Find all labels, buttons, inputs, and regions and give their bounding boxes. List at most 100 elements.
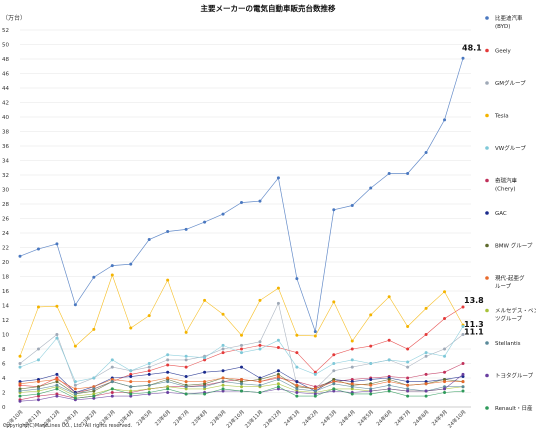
data-point <box>295 365 299 369</box>
data-point <box>166 363 170 367</box>
data-point <box>258 347 262 351</box>
legend-marker <box>485 146 489 150</box>
legend-marker <box>485 276 489 280</box>
data-point <box>350 377 354 381</box>
data-point <box>369 389 373 393</box>
grid-lines <box>20 29 471 408</box>
data-point <box>406 380 410 384</box>
legend-item-12: トヨタグループ <box>485 372 534 380</box>
data-point <box>461 385 465 389</box>
legend-label-line: GAC <box>495 211 507 217</box>
data-point <box>147 380 151 384</box>
data-point <box>203 356 207 360</box>
legend-label: GAC <box>495 211 507 217</box>
data-point <box>387 383 391 387</box>
data-point <box>313 389 317 393</box>
data-point <box>350 347 354 351</box>
legend-label-line: Geely <box>495 49 512 55</box>
x-tick-label: 23年9月 <box>209 408 228 427</box>
data-point <box>424 380 428 384</box>
data-point <box>110 380 114 384</box>
data-point <box>147 369 151 373</box>
data-point <box>406 376 410 380</box>
data-point <box>221 376 225 380</box>
data-point <box>443 317 447 321</box>
data-point <box>73 380 77 384</box>
value-callouts: 48.1 13.8 11.311.1 <box>462 43 484 336</box>
data-point <box>276 346 280 350</box>
y-tick-label: 32 <box>2 173 9 179</box>
legend-label-line: トヨタグループ <box>495 372 534 380</box>
data-point <box>406 360 410 364</box>
data-point <box>184 354 188 358</box>
data-point <box>350 387 354 391</box>
data-point <box>350 365 354 369</box>
data-point <box>221 212 225 216</box>
data-point <box>203 370 207 374</box>
data-point <box>129 326 133 330</box>
data-point <box>406 389 410 393</box>
data-point <box>166 358 170 362</box>
y-tick-label: 8 <box>2 347 6 353</box>
y-tick-label: 2 <box>2 391 6 397</box>
data-point <box>406 325 410 329</box>
data-point <box>36 380 40 384</box>
data-point <box>92 392 96 396</box>
data-point <box>166 353 170 357</box>
data-point <box>369 387 373 391</box>
data-point <box>332 353 336 357</box>
legend-item-8: BMW グループ <box>485 242 533 250</box>
data-point <box>92 327 96 331</box>
y-tick-label: 46 <box>2 72 9 78</box>
data-point <box>313 334 317 338</box>
data-point <box>443 377 447 381</box>
data-point <box>147 391 151 394</box>
data-point <box>332 380 336 384</box>
data-point <box>332 300 336 304</box>
legend-label-line: メルセデス・ベン <box>495 307 536 315</box>
data-point <box>295 380 299 384</box>
legend-label-line: (BYD) <box>495 24 510 30</box>
data-point <box>424 394 428 398</box>
data-point <box>424 333 428 336</box>
legend-label: VWグループ <box>495 144 526 152</box>
y-axis-ticks: 0246810121416182022242628303234363840424… <box>2 28 9 411</box>
legend-item-7: GAC <box>485 211 507 217</box>
legend-label: 比亜迪汽車 (BYD) <box>495 14 523 30</box>
legend-marker <box>485 341 489 345</box>
series-lines <box>18 56 465 403</box>
data-point <box>369 313 373 317</box>
data-point <box>276 338 280 342</box>
data-point <box>36 305 40 309</box>
data-point <box>166 230 170 234</box>
x-tick-label: 24年1月 <box>283 408 302 427</box>
data-point <box>18 362 22 365</box>
legend-item-3: GMグループ <box>485 79 526 87</box>
data-point <box>166 376 170 380</box>
data-point <box>424 151 428 155</box>
data-point <box>110 391 114 394</box>
legend-item-5: VWグループ <box>485 144 526 152</box>
data-point <box>36 392 40 396</box>
data-point <box>18 254 22 258</box>
data-point <box>221 369 225 373</box>
legend-label-line: BMW グループ <box>495 242 533 250</box>
data-point <box>92 389 96 393</box>
data-point <box>184 358 188 362</box>
data-point <box>92 394 96 398</box>
data-point <box>387 295 391 299</box>
data-point <box>203 387 207 391</box>
data-point <box>461 389 465 393</box>
data-point <box>221 389 225 393</box>
y-tick-label: 42 <box>2 101 9 107</box>
data-point <box>350 203 354 207</box>
data-point <box>332 369 336 373</box>
legend-label: BMW グループ <box>495 242 533 250</box>
data-point <box>387 358 391 362</box>
data-point <box>350 358 354 362</box>
data-point <box>55 394 59 398</box>
data-point <box>461 333 465 336</box>
data-point <box>36 247 40 251</box>
y-tick-label: 14 <box>2 304 9 310</box>
data-point <box>276 375 280 379</box>
